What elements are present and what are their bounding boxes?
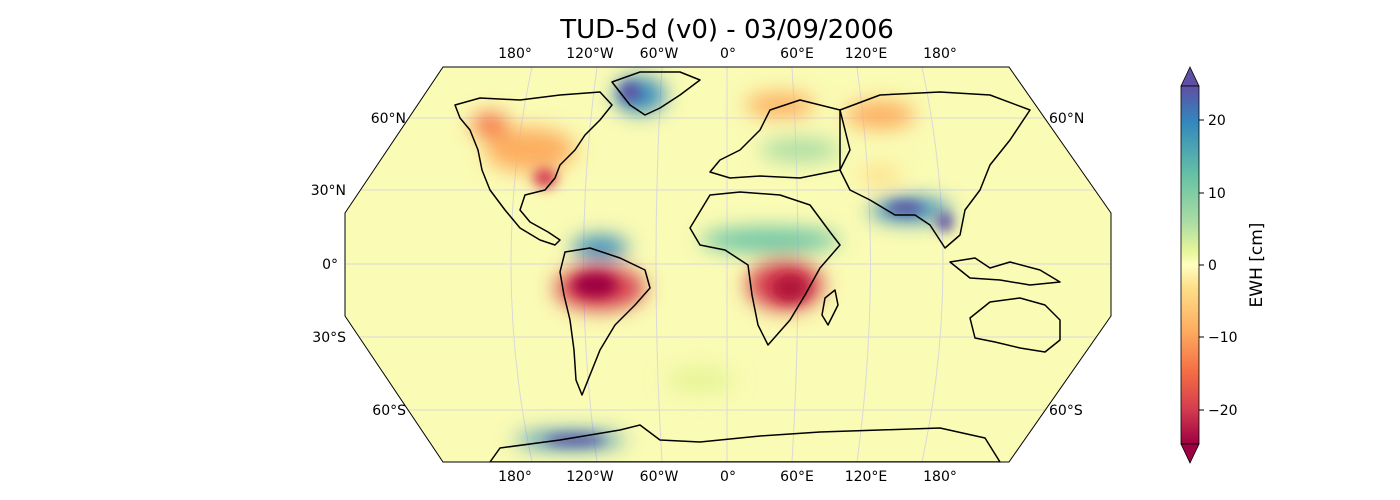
colorbar-gradient — [1180, 85, 1200, 445]
colorbar-tick: −20 — [1208, 403, 1238, 419]
lon-label: 180° — [923, 46, 957, 62]
lat-label: 60°S — [372, 403, 406, 419]
lat-label: 60°N — [1049, 111, 1084, 127]
lat-label: 30°N — [311, 183, 346, 199]
lat-labels-left: 60°N 30°N 0° 30°S 60°S — [311, 111, 406, 419]
lon-label: 0° — [720, 469, 736, 485]
colorbar-label: EWH [cm] — [1247, 223, 1267, 308]
coastlines — [454, 71, 1061, 462]
coast-australia — [969, 297, 1061, 353]
lat-label: 60°S — [1049, 403, 1083, 419]
lon-label: 60°E — [780, 469, 814, 485]
colorbar-extend-min — [1180, 443, 1200, 464]
colorbar-tick: 20 — [1208, 113, 1226, 129]
graticule — [345, 67, 1111, 462]
map-title: TUD-5d (v0) - 03/09/2006 — [559, 15, 894, 45]
coast-madagascar — [821, 289, 839, 326]
lon-label: 120°E — [845, 46, 888, 62]
colorbar-tick: 0 — [1208, 258, 1217, 274]
lon-label: 180° — [498, 46, 532, 62]
colorbar: 20 10 0 −10 −20 EWH [cm] — [1180, 66, 1267, 464]
lon-label: 120°E — [845, 469, 888, 485]
map-frame — [344, 66, 1112, 463]
lat-label: 60°N — [371, 111, 406, 127]
lon-label: 60°E — [780, 46, 814, 62]
colorbar-tick: −10 — [1208, 330, 1238, 346]
coast-north-america — [454, 91, 613, 246]
lon-label: 60°W — [640, 469, 679, 485]
lon-labels-bottom: 180° 120°W 60°W 0° 60°E 120°E 180° — [498, 469, 957, 485]
lat-label: 30°S — [312, 330, 346, 346]
ewh-anomaly-field — [472, 77, 953, 448]
coast-indonesia — [949, 257, 1061, 286]
lon-label: 60°W — [640, 46, 679, 62]
lat-labels-right: 60°N 60°S — [1049, 111, 1084, 419]
colorbar-extend-max — [1180, 66, 1200, 87]
coast-africa — [689, 191, 841, 346]
lon-label: 120°W — [566, 469, 614, 485]
world-map — [345, 67, 1111, 462]
lon-label: 120°W — [566, 46, 614, 62]
coast-asia — [839, 91, 1031, 249]
coast-south-america — [559, 247, 651, 396]
coast-antarctica — [489, 424, 1001, 462]
lon-label: 0° — [720, 46, 736, 62]
coast-greenland — [611, 71, 701, 116]
lat-label: 0° — [322, 257, 338, 273]
lon-label: 180° — [923, 469, 957, 485]
colorbar-tick: 10 — [1208, 186, 1226, 202]
lon-label: 180° — [498, 469, 532, 485]
lon-labels-top: 180° 120°W 60°W 0° 60°E 120°E 180° — [498, 46, 957, 62]
